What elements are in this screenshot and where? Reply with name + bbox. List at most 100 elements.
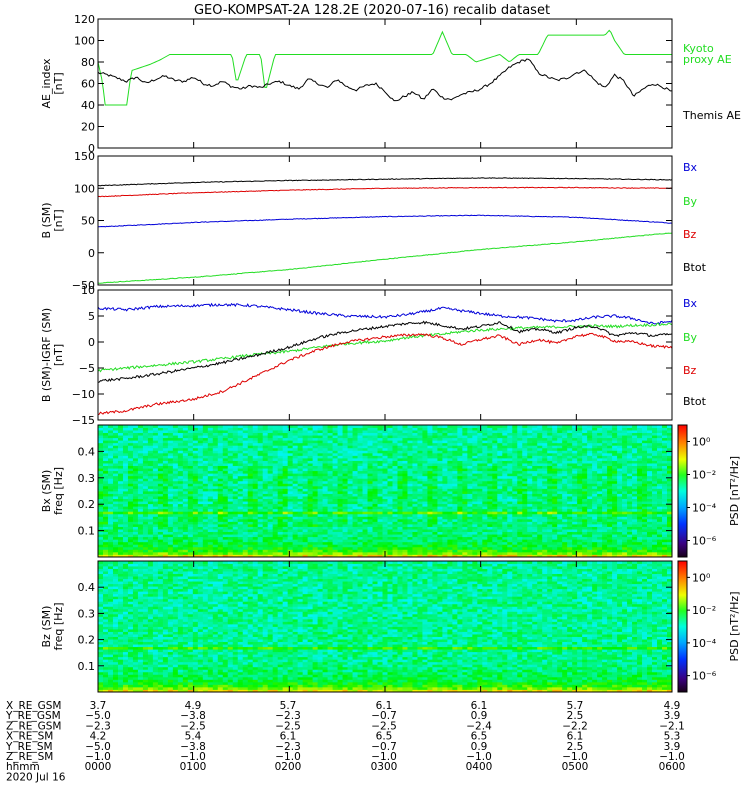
spectrogram-cell (282, 506, 289, 510)
spectrogram-cell (247, 544, 254, 548)
spectrogram-cell (212, 475, 219, 479)
y-label-line2: [nT] (52, 72, 65, 94)
spectrogram-cell (537, 475, 543, 479)
spectrogram-cell (227, 465, 234, 469)
spectrogram-cell (292, 513, 299, 517)
spectrogram-cell (382, 458, 388, 461)
spectrogram-cell (127, 544, 134, 548)
spectrogram-cell (557, 506, 563, 510)
spectrogram-cell (427, 496, 433, 500)
spectrogram-cell (512, 534, 518, 538)
spectrogram-cell (357, 521, 363, 525)
spectrogram-cell (337, 483, 343, 487)
spectrogram-cell (322, 425, 328, 428)
spectrogram-cell (332, 427, 338, 431)
spectrogram-cell (362, 521, 368, 525)
spectrogram-cell (342, 516, 348, 520)
spectrogram-cell (292, 460, 299, 464)
spectrogram-cell (142, 491, 149, 494)
spectrogram-cell (447, 491, 453, 494)
spectrogram-cell (222, 463, 229, 467)
spectrogram-cell (412, 551, 418, 555)
spectrogram-cell (532, 498, 538, 502)
spectrogram-cell (307, 544, 314, 548)
spectrogram-cell (187, 473, 194, 477)
spectrogram-cell (322, 480, 328, 484)
spectrogram-cell (447, 551, 453, 555)
spectrogram-cell (562, 496, 568, 500)
spectrogram-cell (287, 491, 294, 494)
spectrogram-cell (187, 536, 194, 540)
spectrogram-cell (412, 546, 418, 550)
spectrogram-cell (502, 432, 508, 436)
spectrogram-cell (107, 491, 114, 494)
spectrogram-cell (272, 427, 279, 431)
spectrogram-cell (147, 445, 154, 449)
spectrogram-cell (437, 516, 443, 520)
spectrogram-cell (127, 496, 134, 500)
spectrogram-cell (522, 435, 528, 439)
spectrogram-cell (217, 541, 224, 545)
spectrogram-cell (407, 440, 413, 444)
spectrogram-cell (162, 442, 169, 446)
spectrogram-cell (407, 549, 413, 553)
spectrogram-cell (112, 516, 119, 520)
spectrogram-cell (352, 529, 358, 533)
spectrogram-cell (217, 544, 224, 548)
spectrogram-cell (152, 521, 159, 525)
spectrogram-cell (482, 516, 488, 520)
spectrogram-cell (397, 531, 403, 535)
spectrogram-cell (422, 480, 428, 484)
spectrogram-cell (342, 513, 348, 517)
spectrogram-cell (132, 508, 139, 512)
spectrogram-cell (497, 485, 503, 489)
spectrogram-cell (372, 508, 378, 512)
spectrogram-cell (342, 445, 348, 449)
spectrogram-cell (507, 498, 513, 502)
spectrogram-cell (352, 503, 358, 507)
spectrogram-cell (312, 506, 319, 510)
spectrogram-cell (122, 544, 129, 548)
spectrogram-cell (227, 460, 234, 464)
spectrogram-cell (377, 536, 383, 540)
spectrogram-cell (387, 529, 393, 533)
spectrogram-cell (542, 534, 548, 538)
spectrogram-cell (102, 534, 109, 538)
spectrogram-cell (357, 480, 363, 484)
spectrogram-cell (467, 513, 473, 517)
spectrogram-cell (442, 526, 448, 530)
spectrogram-cell (527, 488, 533, 492)
spectrogram-cell (132, 470, 139, 474)
spectrogram-cell (437, 468, 443, 472)
spectrogram-cell (187, 546, 194, 550)
spectrogram-cell (402, 480, 408, 484)
spectrogram-cell (297, 531, 304, 535)
spectrogram-cell (512, 506, 518, 510)
spectrogram-cell (512, 491, 518, 494)
spectrogram-cell (282, 475, 289, 479)
spectrogram-cell (412, 452, 418, 456)
spectrogram-cell (107, 442, 114, 446)
spectrogram-cell (197, 546, 204, 550)
spectrogram-cell (332, 458, 338, 461)
spectrogram-cell (457, 529, 463, 533)
spectrogram-cell (377, 496, 383, 500)
spectrogram-cell (557, 508, 563, 512)
spectrogram-cell (232, 546, 239, 550)
spectrogram-cell (242, 544, 249, 548)
spectrogram-cell (272, 539, 279, 543)
spectrogram-cell (522, 480, 528, 484)
spectrogram-cell (532, 541, 538, 545)
spectrogram-cell (237, 463, 244, 467)
spectrogram-cell (377, 506, 383, 510)
spectrogram-cell (212, 513, 219, 517)
spectrogram-cell (347, 437, 353, 441)
spectrogram-cell (322, 539, 328, 543)
spectrogram-cell (562, 534, 568, 538)
spectrogram-cell (137, 541, 144, 545)
spectrogram-cell (407, 496, 413, 500)
spectrogram-cell (422, 473, 428, 477)
spectrogram-cell (552, 485, 558, 489)
spectrogram-cell (227, 511, 234, 515)
spectrogram-cell (537, 435, 543, 439)
